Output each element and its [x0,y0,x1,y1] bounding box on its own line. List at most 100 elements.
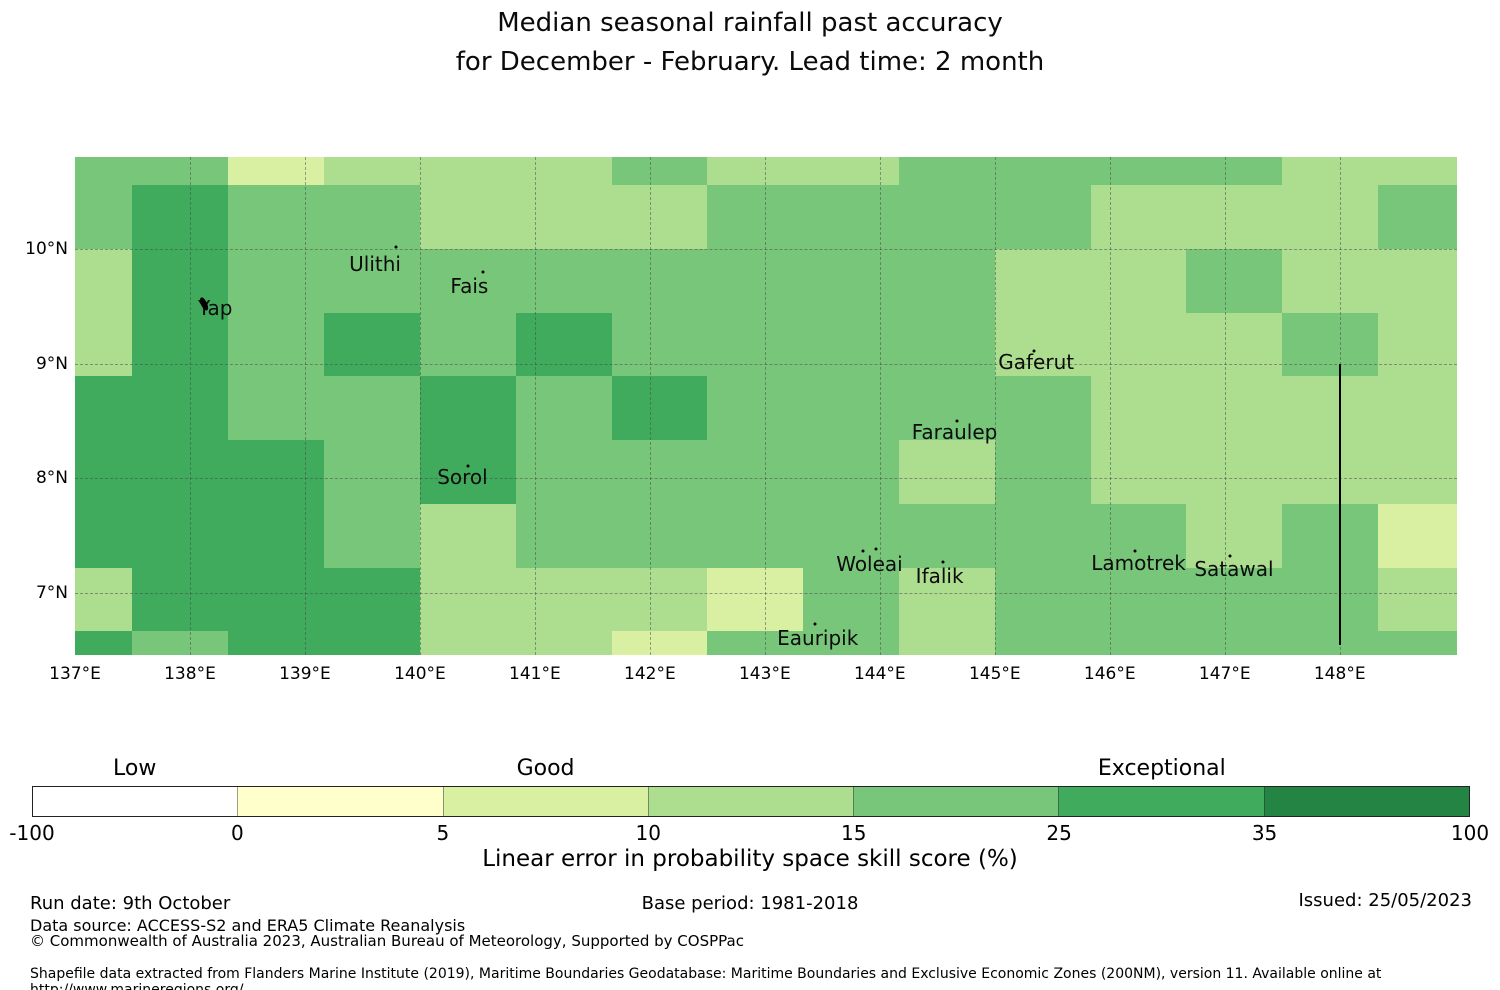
latitude-gridline [75,478,1457,480]
grid-cell [803,567,899,632]
grid-cell [419,376,516,441]
grid-cell [75,503,133,568]
grid-cell [994,248,1091,313]
grid-cell [898,157,995,186]
grid-cell [611,185,708,249]
grid-cell [515,567,612,632]
longitude-gridline [879,157,881,655]
island-marker-dot [874,547,878,551]
grid-cell [1186,185,1283,249]
grid-cell [803,312,899,377]
grid-cell [228,157,325,186]
island-marker-dot [481,270,485,274]
x-tick-label: 147°E [1198,664,1251,684]
island-label: Ulithi [349,251,401,276]
colorbar-segment [853,787,1059,816]
grid-cell [1186,567,1283,632]
grid-cell [228,185,325,249]
grid-cell [75,376,133,441]
latitude-gridline [75,593,1457,595]
data-source-text: Data source: ACCESS-S2 and ERA5 Climate … [30,916,466,935]
grid-cell [75,312,133,377]
grid-cell [1186,440,1283,504]
y-tick-label: 9°N [35,353,68,374]
y-tick-label: 7°N [35,583,68,604]
colorbar-tick-label: 25 [1046,821,1072,845]
grid-cell [132,185,229,249]
longitude-gridline [994,157,996,655]
grid-cell [707,567,804,632]
grid-cell [1090,185,1187,249]
colorbar-segment [1058,787,1264,816]
longitude-gridline [419,157,421,655]
grid-cell [228,567,325,632]
y-tick-label: 10°N [25,238,68,259]
colorbar-tick-label: 100 [1450,821,1490,845]
grid-cell [1378,185,1457,249]
grid-cell [1186,503,1283,568]
island-marker-dot [1032,349,1036,353]
grid-cell [611,631,708,655]
grid-cell [324,440,420,504]
grid-cell [75,185,133,249]
island-label: Eauripik [777,625,859,650]
grid-cell [419,440,516,504]
grid-cell [419,248,516,313]
grid-cell [515,631,612,655]
grid-cell [994,157,1091,186]
island-label: Woleai [836,552,903,577]
island-label: Lamotrek [1091,551,1186,576]
grid-cell [611,440,708,504]
grid-cell [707,248,804,313]
x-tick-label: 140°E [394,664,446,684]
eez-boundary-line [1338,363,1341,645]
grid-cell [324,376,420,441]
grid-cell [1282,503,1379,568]
island-marker-dot [861,549,865,553]
grid-cell [132,157,229,186]
grid-cell [132,631,229,655]
grid-cell [1090,440,1187,504]
grid-cell [324,248,420,313]
grid-cell [994,185,1091,249]
island-label: Gaferut [998,350,1075,375]
grid-cell [1282,567,1379,632]
island-label: Ifalik [915,563,964,588]
colorbar-segment [237,787,443,816]
grid-cell [1282,312,1379,377]
grid-cell [75,567,133,632]
grid-cell [707,376,804,441]
grid-cell [1186,157,1283,186]
colorbar-tick-label: 0 [231,821,244,845]
shapefile-attribution-text: Shapefile data extracted from Flanders M… [30,966,1382,990]
grid-cell [994,312,1091,377]
grid-cell [324,312,420,377]
island-marker-dot [813,622,817,626]
island-label: Fais [450,273,489,298]
grid-cell [803,503,899,568]
grid-cell [994,440,1091,504]
island-marker-dot [941,560,945,564]
grid-cell [898,503,995,568]
copyright-text: © Commonwealth of Australia 2023, Austra… [30,932,744,950]
grid-cell [515,376,612,441]
colorbar-tick-label: 5 [436,821,450,845]
chart-title: Median seasonal rainfall past accuracy f… [0,4,1500,82]
x-tick-label: 143°E [738,664,791,684]
grid-cell [228,376,325,441]
colorbar-segment [647,787,854,816]
grid-cell [132,312,229,377]
grid-cell [898,631,995,655]
x-tick-label: 145°E [968,664,1021,684]
grid-cell [707,312,804,377]
grid-cell [1378,157,1457,186]
colorbar-category-label: Good [516,756,575,781]
chart-title-line2: for December - February. Lead time: 2 mo… [455,47,1045,77]
grid-cell [324,567,420,632]
grid-cell [1378,440,1457,504]
grid-cell [75,157,133,186]
x-tick-label: 142°E [624,664,676,684]
grid-cell [132,503,229,568]
colorbar-segment [442,787,648,816]
